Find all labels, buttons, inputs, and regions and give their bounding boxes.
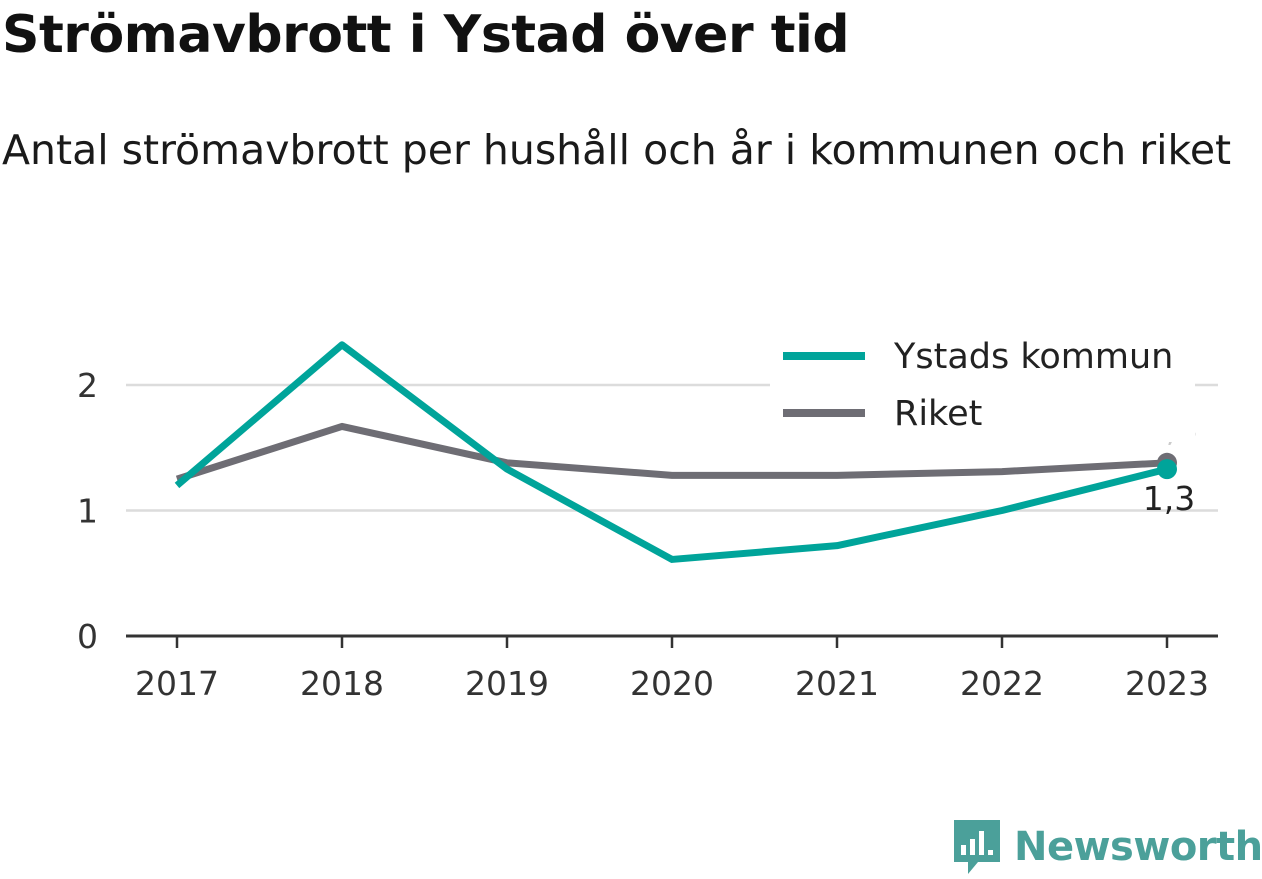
chart-subtitle: Antal strömavbrott per hushåll och år i … xyxy=(2,126,1232,174)
x-tick-label: 2018 xyxy=(300,664,384,703)
x-tick-label: 2023 xyxy=(1125,664,1209,703)
newsworthy-chart-logo-icon xyxy=(954,820,1000,874)
x-tick-label: 2020 xyxy=(630,664,714,703)
legend-label: Ystads kommun xyxy=(893,337,1173,377)
y-tick-label: 1 xyxy=(77,492,98,531)
series-line xyxy=(175,422,1168,483)
logo-bar-3 xyxy=(979,831,984,855)
x-tick-label: 2019 xyxy=(465,664,549,703)
logo-bar-1 xyxy=(961,845,966,855)
logo-shape xyxy=(954,820,1000,874)
brand-name: Newsworthy xyxy=(1014,824,1262,870)
newsworthy-brand: Newsworthy xyxy=(952,818,1262,876)
legend-background xyxy=(770,330,1195,442)
legend-label: Riket xyxy=(894,394,982,434)
chart-title: Strömavbrott i Ystad över tid xyxy=(2,5,850,65)
y-tick-label: 2 xyxy=(77,366,98,405)
series-end-point xyxy=(1157,459,1177,480)
x-tick-label: 2022 xyxy=(960,664,1044,703)
x-tick-label: 2017 xyxy=(135,664,219,703)
logo-bar-4 xyxy=(988,850,993,855)
series-line xyxy=(174,341,1168,563)
series-end-label: 1,3 xyxy=(1143,479,1195,518)
y-tick-label: 0 xyxy=(77,617,98,656)
x-tick-label: 2021 xyxy=(795,664,879,703)
logo-bar-2 xyxy=(970,839,975,855)
